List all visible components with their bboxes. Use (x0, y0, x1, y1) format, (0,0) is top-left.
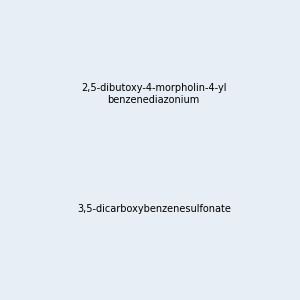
Text: 2,5-dibutoxy-4-morpholin-4-yl
benzenediazonium: 2,5-dibutoxy-4-morpholin-4-yl benzenedia… (81, 83, 226, 105)
Text: 3,5-dicarboxybenzenesulfonate: 3,5-dicarboxybenzenesulfonate (77, 204, 231, 214)
